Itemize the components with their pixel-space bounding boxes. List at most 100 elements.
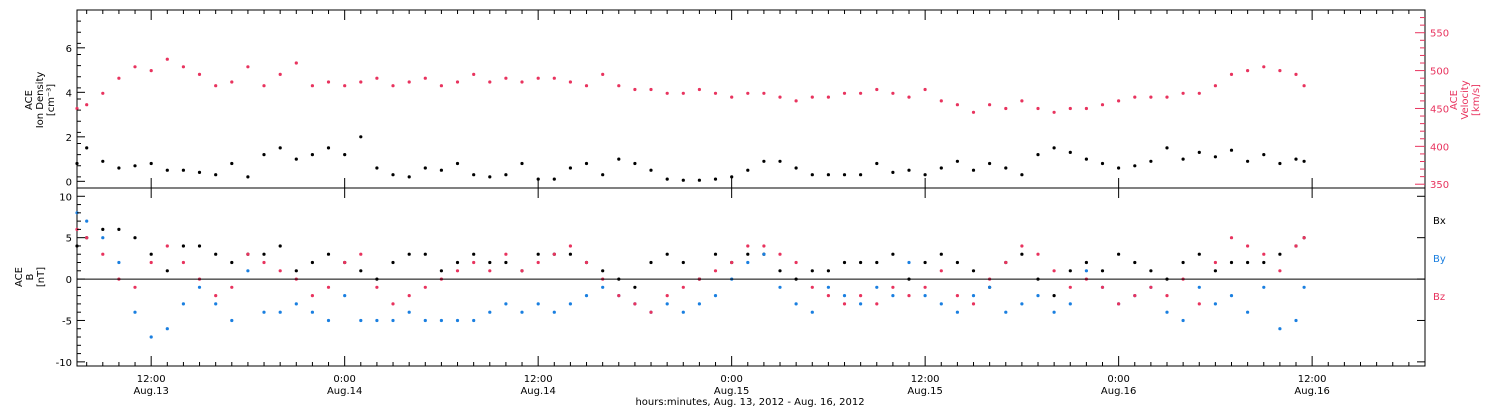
velocity-point xyxy=(375,76,379,80)
by-point xyxy=(439,318,443,323)
velocity-point xyxy=(520,80,524,84)
velocity-point xyxy=(1052,110,1056,114)
density-point xyxy=(633,161,637,166)
bx-point xyxy=(665,252,669,256)
by-point xyxy=(584,294,589,298)
bz-point xyxy=(584,260,589,265)
x-tick-date-label: Aug.15 xyxy=(714,386,749,397)
velocity-point xyxy=(1004,106,1008,111)
by-point xyxy=(971,294,976,298)
x-tick-time-label: 0:00 xyxy=(720,374,742,385)
bx-point xyxy=(439,269,443,273)
top-left-ylabel-line3: [cm⁻³] xyxy=(46,84,57,116)
by-point xyxy=(923,294,927,298)
x-tick-time-label: 12:00 xyxy=(911,374,940,385)
bz-point xyxy=(262,260,266,265)
velocity-point xyxy=(939,99,943,103)
bz-point xyxy=(1068,285,1072,289)
by-point xyxy=(262,310,266,314)
density-point xyxy=(955,159,960,163)
bx-point xyxy=(713,252,718,256)
density-point xyxy=(601,173,605,177)
by-point xyxy=(1020,302,1024,306)
bx-point xyxy=(955,260,960,265)
velocity-point xyxy=(423,76,427,80)
velocity-point xyxy=(1100,103,1105,107)
top-right-ytick-label: 400 xyxy=(1430,142,1449,153)
density-point xyxy=(923,173,927,177)
velocity-point xyxy=(1181,91,1185,95)
density-point xyxy=(1262,153,1266,157)
bx-point xyxy=(971,269,976,273)
velocity-point xyxy=(278,72,282,76)
bz-point xyxy=(713,269,718,273)
top-left-ytick-label: 4 xyxy=(66,88,72,99)
by-point xyxy=(746,260,750,265)
bx-point xyxy=(1246,260,1250,265)
bz-point xyxy=(1052,269,1056,273)
density-point xyxy=(455,161,460,166)
by-point xyxy=(1084,269,1088,273)
velocity-point xyxy=(713,91,718,95)
bz-point xyxy=(181,260,185,265)
bx-point xyxy=(681,260,685,265)
velocity-point xyxy=(1036,106,1040,111)
bx-point xyxy=(1149,269,1153,273)
density-point xyxy=(891,170,895,174)
axes-group: 0246350400450500550-10-5051012:00Aug.130… xyxy=(56,9,1449,397)
bx-point xyxy=(488,260,492,265)
by-point xyxy=(375,318,379,323)
bz-point xyxy=(1020,244,1024,248)
bx-point xyxy=(923,260,927,265)
bx-point xyxy=(1100,269,1105,273)
x-tick-date-label: Aug.15 xyxy=(907,386,942,397)
by-point xyxy=(697,302,702,306)
density-point xyxy=(278,146,282,150)
top-right-ytick-label: 450 xyxy=(1430,104,1449,115)
density-point xyxy=(568,166,573,170)
by-point xyxy=(1068,302,1072,306)
bz-point xyxy=(214,294,218,298)
bz-point xyxy=(1165,294,1169,298)
bz-point xyxy=(568,244,573,248)
density-point xyxy=(1213,155,1217,159)
velocity-point xyxy=(1117,99,1121,103)
top-right-ylabel-line2: Velocity xyxy=(1460,80,1471,119)
bz-point xyxy=(1036,252,1040,256)
bz-point xyxy=(343,260,347,265)
by-point xyxy=(907,260,911,265)
density-point xyxy=(1004,166,1008,170)
x-tick-time-label: 12:00 xyxy=(524,374,553,385)
by-point xyxy=(1294,318,1298,323)
bx-point xyxy=(826,269,831,273)
velocity-point xyxy=(1133,95,1137,99)
bz-point xyxy=(633,302,637,306)
top-right-ylabel: ACE Velocity [km/s] xyxy=(1449,80,1482,119)
density-point xyxy=(375,166,379,170)
density-point xyxy=(472,173,476,177)
density-point xyxy=(1181,157,1185,161)
bz-point xyxy=(391,302,395,306)
top-right-ylabel-line3: [km/s] xyxy=(1471,84,1482,116)
bx-point xyxy=(133,236,137,240)
by-point xyxy=(1229,294,1234,298)
density-point xyxy=(149,161,153,166)
velocity-point xyxy=(1165,95,1169,99)
x-tick-date-label: Aug.14 xyxy=(327,386,362,397)
bz-point xyxy=(488,269,492,273)
velocity-point xyxy=(746,91,750,95)
density-point xyxy=(859,173,863,177)
density-point xyxy=(939,166,943,170)
bz-point xyxy=(955,294,960,298)
density-point xyxy=(617,157,621,161)
density-point xyxy=(262,153,266,157)
bx-point xyxy=(1020,252,1024,256)
bx-point xyxy=(165,269,169,273)
by-point xyxy=(455,318,460,323)
bx-point xyxy=(1068,269,1072,273)
by-point xyxy=(246,269,250,273)
by-point xyxy=(85,219,89,223)
velocity-point xyxy=(85,103,89,107)
by-point xyxy=(278,310,282,314)
velocity-point xyxy=(133,65,137,69)
